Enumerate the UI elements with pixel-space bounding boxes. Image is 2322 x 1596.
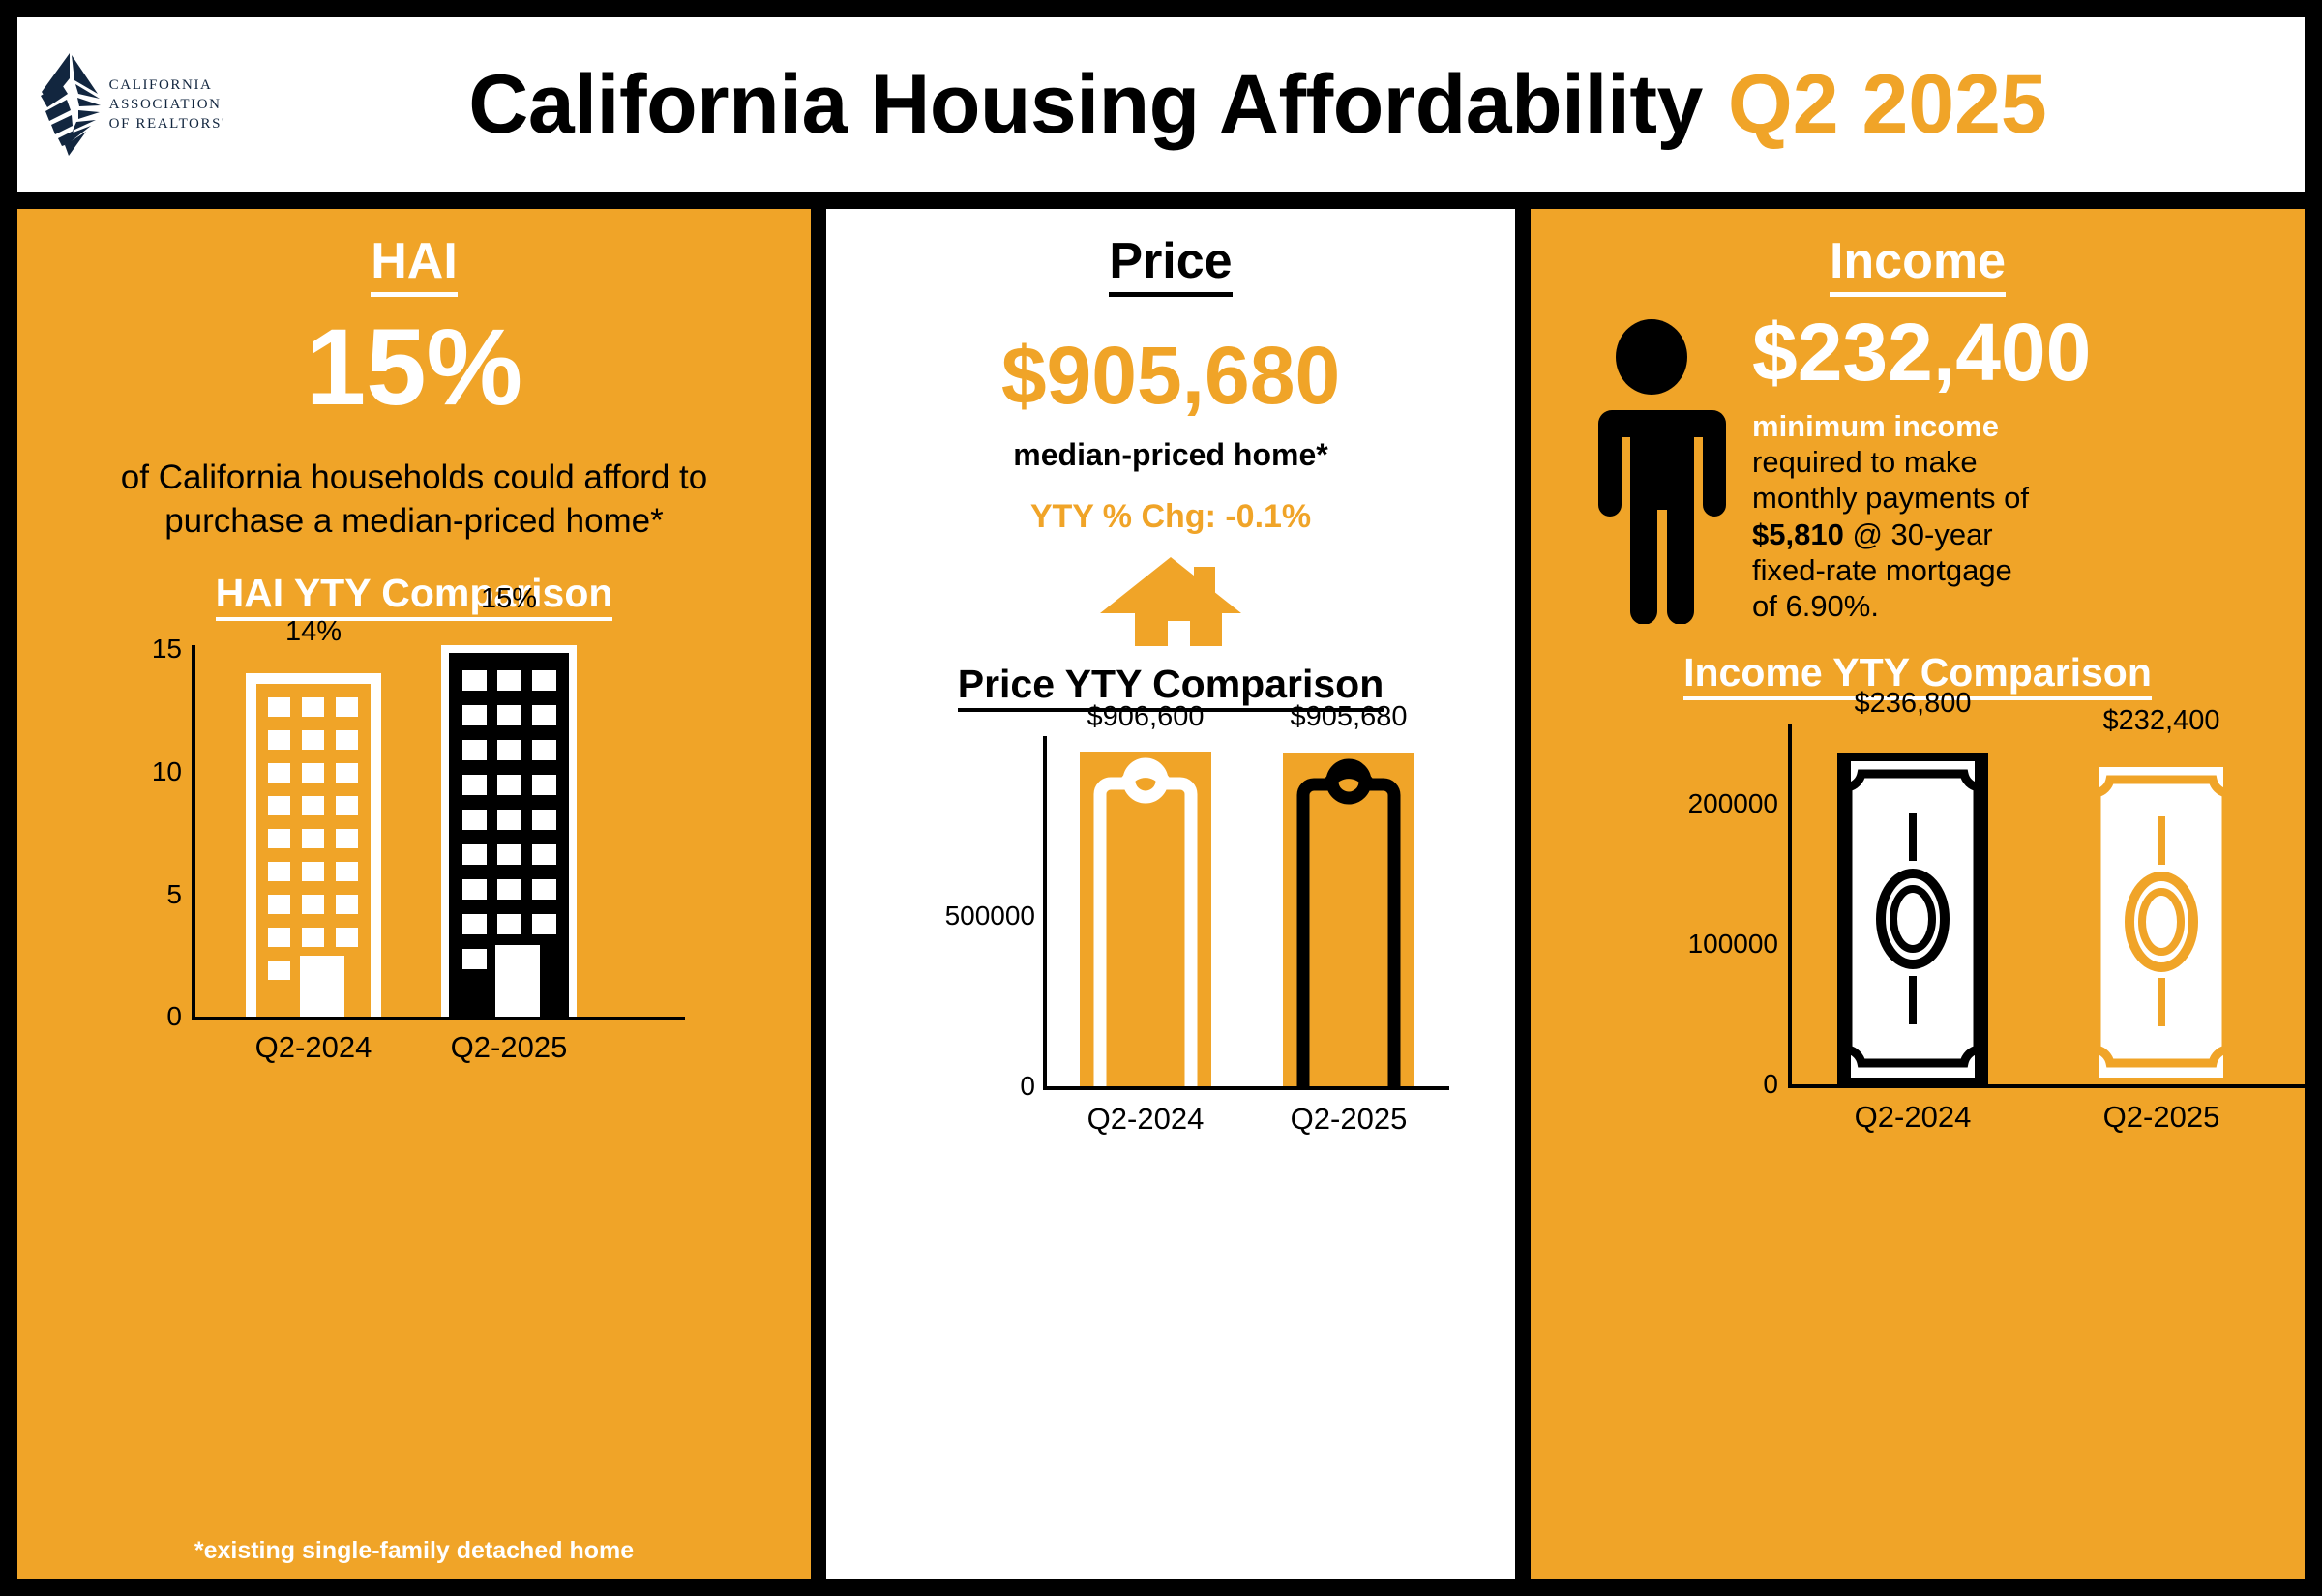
car-logo-wordmark: CALIFORNIA ASSOCIATION OF REALTORS' <box>109 75 226 134</box>
panel-hai: HAI 15% of California households could a… <box>17 209 811 1579</box>
price-bar-label-2025: $905,680 <box>1290 701 1408 732</box>
logo-line-1: CALIFORNIA <box>108 76 213 93</box>
income-y-axis <box>1788 724 1792 1088</box>
income-chart-title-text: Income YTY Comparison <box>1683 650 2152 700</box>
logo-line-3: OF REALTORS' <box>108 116 226 133</box>
building-icon <box>441 644 577 1017</box>
hai-ytick-0: 0 <box>166 1000 182 1031</box>
price-tag-icon <box>1283 753 1414 1086</box>
header-title-block: California Housing Affordability Q2 2025 <box>240 57 2305 153</box>
car-logo: CALIFORNIA ASSOCIATION OF REALTORS' <box>17 32 240 177</box>
hai-big-value: 15% <box>305 307 523 428</box>
hai-description: of California households could afford to… <box>120 458 708 540</box>
hai-footnote: *existing single-family detached home <box>194 1537 635 1564</box>
panel-price: Price $905,680 median-priced home* YTY %… <box>826 209 1515 1579</box>
income-x-axis <box>1788 1084 2305 1088</box>
price-xlabel-2024: Q2-2024 <box>1087 1102 1205 1136</box>
income-summary-row: $232,400 minimum income required to make… <box>1531 311 2305 629</box>
price-bar-2025 <box>1283 753 1414 1086</box>
price-y-axis <box>1043 736 1047 1090</box>
income-bar-label-2024: $236,800 <box>1854 688 1972 719</box>
price-yty-change: YTY % Chg: -0.1% <box>1029 498 1312 535</box>
price-chart: 500000 0 $906,600 $905,680 <box>826 701 1515 1136</box>
car-diamond-logo-icon <box>40 53 101 156</box>
person-wrap <box>1577 319 1727 629</box>
income-ytick-100000: 100000 <box>1687 929 1778 959</box>
income-desc-line-5: fixed-rate mortgage <box>1752 552 2012 587</box>
hai-bar-2024 <box>246 672 381 1017</box>
hai-ytick-5: 5 <box>166 878 182 909</box>
hai-heading: HAI <box>17 209 811 297</box>
income-bar-2025 <box>2086 754 2237 1091</box>
income-xlabel-2025: Q2-2025 <box>2102 1100 2220 1134</box>
income-heading: Income <box>1531 209 2305 297</box>
price-bar-label-2024: $906,600 <box>1087 701 1205 732</box>
income-chart: 200000 100000 0 $236,800 <box>1531 688 2305 1134</box>
house-icon <box>1100 557 1241 646</box>
banknote-icon <box>1837 748 1988 1091</box>
panels-row: HAI 15% of California households could a… <box>17 209 2305 1579</box>
income-bar-label-2025: $232,400 <box>2102 705 2220 736</box>
income-xlabel-2024: Q2-2024 <box>1854 1100 1972 1134</box>
income-desc-line-6: of 6.90%. <box>1752 588 1879 623</box>
income-bar-2024 <box>1837 748 1988 1091</box>
price-heading: Price <box>826 209 1515 297</box>
income-heading-text: Income <box>1829 233 2007 297</box>
quarter-badge: Q2 2025 <box>1727 57 2047 151</box>
hai-xlabel-2024: Q2-2024 <box>254 1029 372 1064</box>
page-title: California Housing Affordability <box>468 57 1703 151</box>
house-icon-wrap <box>826 553 1515 650</box>
income-big-value: $232,400 <box>1752 307 2092 398</box>
hai-ytick-15: 15 <box>151 633 182 664</box>
price-heading-text: Price <box>1109 233 1233 297</box>
price-tag-icon <box>1080 752 1211 1086</box>
income-text-column: $232,400 minimum income required to make… <box>1752 311 2091 624</box>
hai-chart: 15 10 5 0 14% <box>17 583 811 1064</box>
hai-y-axis <box>192 644 195 1020</box>
price-big-value: $905,680 <box>1000 330 1341 421</box>
panel-income: Income $232,400 minimum income requ <box>1531 209 2305 1579</box>
hai-bar-label-2025: 15% <box>480 582 538 614</box>
hai-heading-text: HAI <box>371 233 458 297</box>
hai-bar-2025 <box>441 644 577 1017</box>
income-desc-line-3: monthly payments of <box>1752 481 2030 516</box>
price-chart-title: Price YTY Comparison <box>826 662 1515 712</box>
income-desc-line-4-rest: @ 30-year <box>1843 517 1993 551</box>
header-bar: CALIFORNIA ASSOCIATION OF REALTORS' Cali… <box>17 17 2305 192</box>
income-desc-amount: $5,810 <box>1752 517 1844 551</box>
price-xlabel-2025: Q2-2025 <box>1290 1102 1408 1136</box>
hai-chart-title-text: HAI YTY Comparison <box>215 570 613 621</box>
price-chart-title-text: Price YTY Comparison <box>957 662 1384 712</box>
income-ytick-0: 0 <box>1763 1069 1778 1099</box>
price-bar-2024 <box>1080 752 1211 1086</box>
hai-chart-title: HAI YTY Comparison <box>17 570 811 621</box>
hai-xlabel-2025: Q2-2025 <box>450 1029 568 1064</box>
building-icon <box>246 672 381 1017</box>
income-chart-title: Income YTY Comparison <box>1531 650 2305 700</box>
income-desc-line-2: required to make <box>1752 445 1978 480</box>
price-x-axis <box>1043 1086 1449 1090</box>
income-ytick-200000: 200000 <box>1687 788 1778 818</box>
hai-bar-label-2024: 14% <box>284 615 342 647</box>
price-ytick-0: 0 <box>1020 1071 1035 1101</box>
person-icon <box>1591 319 1726 625</box>
income-desc-line-1: minimum income <box>1752 409 1999 443</box>
logo-line-2: ASSOCIATION <box>108 96 222 112</box>
price-ytick-500000: 500000 <box>944 901 1035 931</box>
hai-x-axis <box>192 1016 685 1020</box>
income-description: minimum income required to make monthly … <box>1752 408 2091 624</box>
price-caption: median-priced home* <box>1013 437 1328 472</box>
hai-ytick-10: 10 <box>151 755 182 786</box>
banknote-icon <box>2086 754 2237 1091</box>
